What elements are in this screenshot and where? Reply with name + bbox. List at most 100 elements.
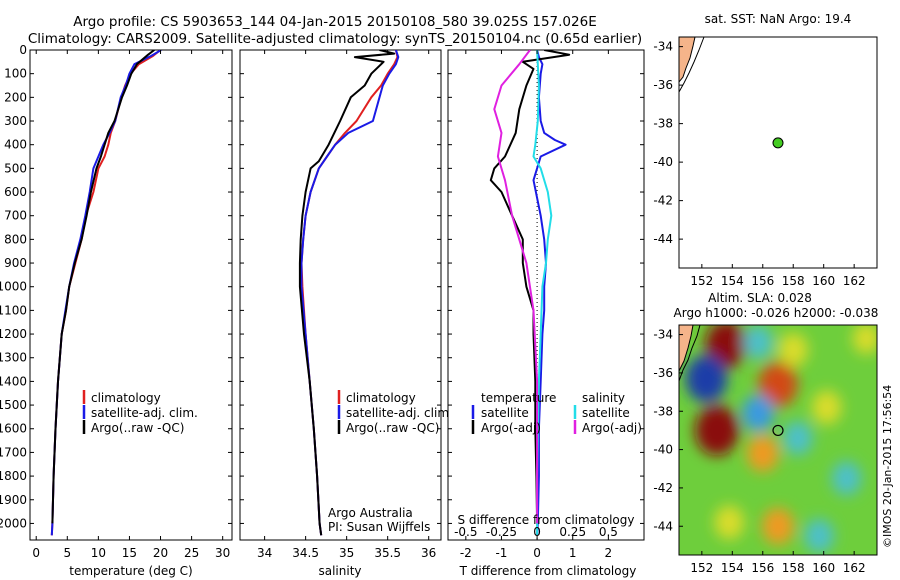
header-line-2: Climatology: CARS2009. Satellite-adjuste… <box>28 31 642 47</box>
temperature-series <box>50 50 162 536</box>
lat-tick-label: -42 <box>653 481 673 495</box>
temperature-depth-ticks: 0 100 200 300 400 500 600 700 800 900 1000 1100 1200… <box>0 43 232 530</box>
lon-tick-label: 152 <box>690 561 713 575</box>
depth-tick-label: 1200 <box>0 327 27 341</box>
salinity-panel: 34 34.5 35 35.5 36 salinity climatology sate… <box>239 49 453 578</box>
x-tick-label: 2 <box>605 546 613 560</box>
legend-argo-label: Argo(..raw -QC) <box>346 421 439 435</box>
t-difference-label: T difference from climatology <box>459 564 637 578</box>
legend-s-satellite-label: satellite <box>582 406 630 420</box>
sla-eddy <box>762 507 794 545</box>
sla-eddy <box>714 505 745 540</box>
sla-eddy <box>778 332 809 367</box>
lat-tick-label: -38 <box>653 404 673 418</box>
x-tick-label: 0 <box>32 546 40 560</box>
temperature-plot-frame <box>29 49 233 541</box>
sla-eddy <box>705 325 748 369</box>
sla-eddy <box>742 394 775 432</box>
depth-tick-label: 300 <box>4 114 27 128</box>
lon-tick-label: 152 <box>690 274 713 288</box>
depth-tick-label: 1600 <box>0 422 27 436</box>
argo-float-marker <box>772 424 784 437</box>
map2-frame <box>678 324 878 556</box>
depth-tick-label: 1300 <box>0 351 27 365</box>
depth-tick-label: 2000 <box>0 516 27 530</box>
depth-tick-label: 600 <box>4 185 27 199</box>
map2-coastline <box>679 325 694 372</box>
x-tick-label: 30 <box>215 546 230 560</box>
temperature-x-ticks: 0 5 10 15 20 25 30 <box>32 50 230 560</box>
lat-tick-label: -40 <box>653 443 673 457</box>
s-tick-label: -0.5 <box>454 525 477 539</box>
depth-tick-label: 900 <box>4 256 27 270</box>
depth-tick-label: 700 <box>4 209 27 223</box>
lon-tick-label: 158 <box>782 274 805 288</box>
x-tick-label: 35 <box>339 546 354 560</box>
depth-tick-label: 1700 <box>0 445 27 459</box>
legend-climatology-label: climatology <box>346 391 416 405</box>
map2-shelf-contour <box>679 325 701 382</box>
map2-x-ticks: 152 154 156 158 160 162 <box>690 551 866 575</box>
depth-tick-label: 1000 <box>0 280 27 294</box>
salinity-x-label: salinity <box>318 564 361 578</box>
salinity-legend: climatology satellite-adj. clim. Argo(..… <box>337 390 453 435</box>
series-line-argo-raw-qc <box>298 50 396 536</box>
difference-depth-ticks <box>448 49 644 524</box>
sla-eddy <box>746 435 779 472</box>
depth-tick-label: 1900 <box>0 493 27 507</box>
lon-tick-label: 154 <box>721 274 744 288</box>
sla-eddy <box>783 421 813 456</box>
depth-tick-label: 500 <box>4 161 27 175</box>
legend-t-argo-label: Argo(-adj) <box>481 421 541 435</box>
map1-frame <box>678 36 878 269</box>
x-tick-label: -2 <box>460 546 472 560</box>
salinity-difference-ticks: -0.5 -0.25 0 0.25 0.5 <box>454 525 618 539</box>
x-tick-label: 35.5 <box>374 546 401 560</box>
series-line-argo-raw-qc <box>51 50 155 524</box>
s-tick-label: 0.25 <box>559 525 586 539</box>
depth-tick-label: 200 <box>4 90 27 104</box>
lon-tick-label: 160 <box>812 274 835 288</box>
s-difference-label: S difference from climatology <box>458 513 635 527</box>
temperature-legend: climatology satellite-adj. clim. Argo(..… <box>82 390 198 435</box>
sla-eddy <box>743 325 773 360</box>
lat-tick-label: -38 <box>653 117 673 131</box>
institution-label: Argo Australia <box>328 506 413 520</box>
lon-tick-label: 162 <box>843 274 866 288</box>
depth-tick-label: 1100 <box>0 303 27 317</box>
s-tick-label: -0.25 <box>486 525 517 539</box>
x-tick-label: 25 <box>184 546 199 560</box>
location-map-panel: sat. SST: NaN Argo: 19.4 152 154 156 158 160… <box>653 12 878 288</box>
lon-tick-label: 160 <box>812 561 835 575</box>
difference-panel: -2 -1 0 1 2 -0.5 -0.25 0 0.25 0.5 S difference f… <box>447 49 645 578</box>
map1-shelf-contour <box>679 37 705 93</box>
altimetry-map-panel: Altim. SLA: 0.028 Argo h1000: -0.026 h20… <box>653 291 878 575</box>
legend-t-satellite-label: satellite <box>481 406 529 420</box>
legend-s-argo-label: Argo(-adj) <box>582 421 642 435</box>
altim-sla-title: Altim. SLA: 0.028 <box>708 291 812 305</box>
difference-plot-frame <box>447 49 645 541</box>
depth-tick-label: 100 <box>4 67 27 81</box>
pi-label: PI: Susan Wijffels <box>328 520 430 534</box>
lat-tick-label: -36 <box>653 78 673 92</box>
temperature-x-label: temperature (deg C) <box>69 564 192 578</box>
legend-argo-label: Argo(..raw -QC) <box>91 421 184 435</box>
x-tick-label: 0 <box>533 546 541 560</box>
sla-eddy <box>852 325 877 355</box>
lat-tick-label: -44 <box>653 232 673 246</box>
s-tick-label: 0.5 <box>599 525 618 539</box>
difference-series <box>489 50 571 536</box>
difference-x-ticks: -2 -1 0 1 2 <box>460 50 612 560</box>
legend-climatology-label: climatology <box>91 391 161 405</box>
sla-eddies <box>685 325 877 553</box>
lat-tick-label: -44 <box>653 519 673 533</box>
depth-tick-label: 1500 <box>0 398 27 412</box>
lon-tick-label: 156 <box>751 561 774 575</box>
lon-tick-label: 154 <box>721 561 744 575</box>
salinity-x-ticks: 34 34.5 35 35.5 36 <box>257 50 436 560</box>
depth-tick-label: 400 <box>4 138 27 152</box>
sla-eddy <box>831 461 862 496</box>
legend-satellite-label: satellite-adj. clim. <box>346 406 453 420</box>
map2-y-ticks: -34 -36 -38 -40 -42 -44 <box>653 328 683 533</box>
